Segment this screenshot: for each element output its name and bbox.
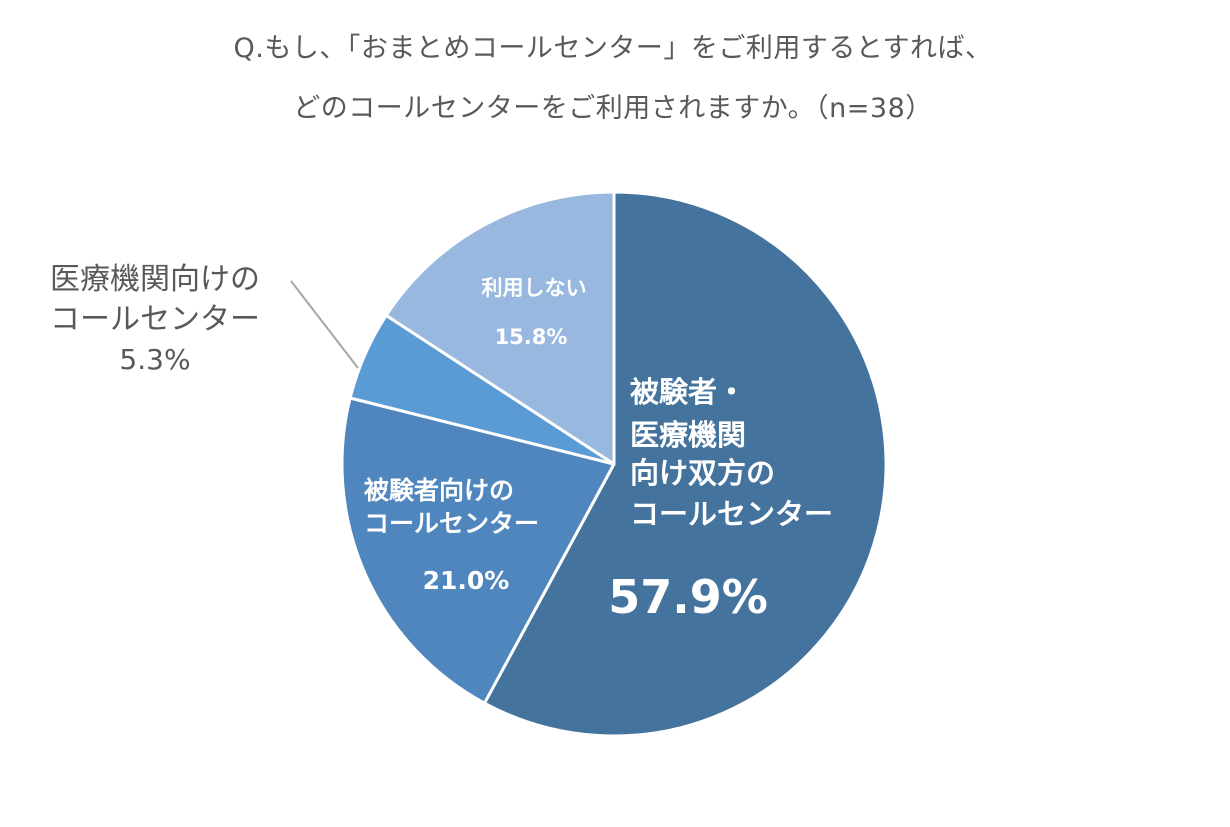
slice-label-not-use: 利用しない [482,276,587,300]
slice-value-not-use: 15.8% [495,325,568,349]
slice-label-medical-line-1: 医療機関向けの [50,262,260,297]
slice-subjects [340,396,616,705]
slice-both [482,190,888,738]
chart-title-line-2: どのコールセンターをご利用されますか。（n=38） [293,93,933,124]
slice-value-medical: 5.3% [119,343,191,376]
slice-label-subjects: 被験者向けの コールセンター [364,476,539,538]
leader-line [290,280,359,369]
chart-title-line-1: Q.もし、「おまとめコールセンター」をご利用するとすれば、 [233,33,993,64]
slice-value-subjects: 21.0% [423,566,510,595]
slice-value-both: 57.9% [608,570,768,624]
slice-label-medical-line-2: コールセンター [50,302,260,337]
slice-not-use [384,190,616,466]
slice-label-medical: 医療機関向けの コールセンター 5.3% [20,260,290,380]
slice-label-both: 被験者・ 医療機関 向け双方の コールセンター [630,375,833,531]
